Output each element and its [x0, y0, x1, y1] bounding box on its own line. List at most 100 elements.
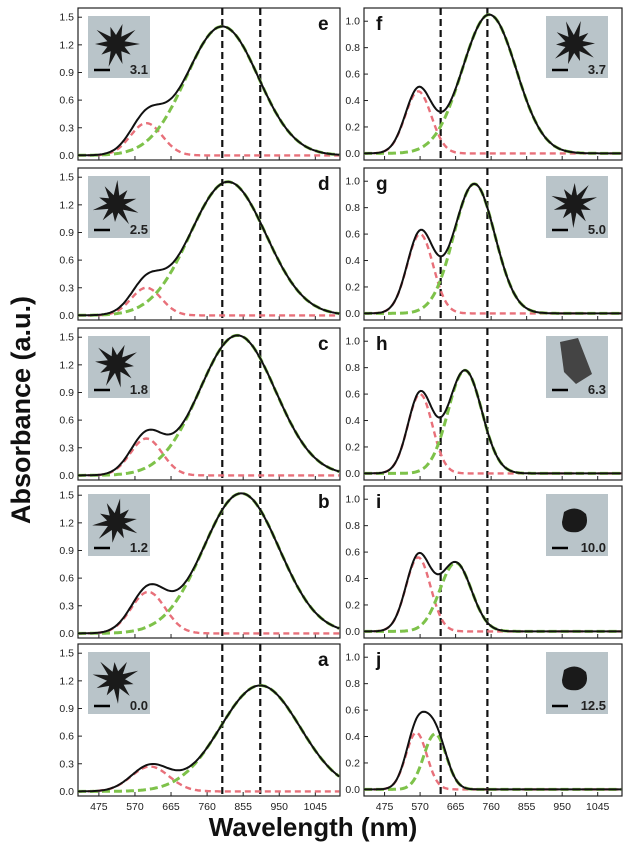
y-tick-label: 0.8 [345, 202, 360, 214]
y-tick-label: 0.2 [345, 281, 360, 293]
y-tick-label: 0.3 [59, 442, 74, 454]
particle-shape [560, 338, 592, 384]
panel-letter: c [318, 334, 329, 355]
panel-h: 0.0 0.2 0.4 0.6 0.8 1.0 h 6.3 [345, 327, 623, 481]
x-tick-label: 855 [234, 801, 252, 813]
panel-j: 0.0 0.2 0.4 0.6 0.8 1.0 475 570 665 760 855 950 1045… [345, 643, 623, 813]
y-tick-label: 1.0 [345, 494, 360, 506]
y-tick-label: 0.0 [59, 470, 74, 482]
panel-i: 0.0 0.2 0.4 0.6 0.8 1.0 i 10.0 [345, 485, 623, 639]
inset-number-label: 2.5 [130, 222, 148, 237]
y-tick-label: 0.4 [345, 415, 360, 427]
particle-shape [95, 24, 140, 67]
inset-number-label: 3.7 [588, 62, 606, 77]
panel-b: 0.0 0.3 0.6 0.9 1.2 1.5 b 1.2 [59, 485, 341, 640]
x-tick-label: 570 [126, 801, 144, 813]
plot-frame [363, 327, 623, 481]
panel-letter: f [376, 14, 383, 35]
panel-letter: e [318, 14, 329, 35]
panel-letter: h [376, 334, 388, 355]
x-tick-label: 475 [90, 801, 108, 813]
y-tick-label: 0.2 [345, 441, 360, 453]
plot-frame [363, 643, 623, 797]
y-tick-label: 0.0 [345, 468, 360, 480]
total-spectrum-line [364, 710, 622, 791]
particle-shape [92, 498, 138, 543]
y-tick-label: 0.0 [59, 150, 74, 162]
peak1-fit-line [78, 286, 340, 317]
y-tick-label: 0.8 [345, 362, 360, 374]
y-tick-label: 0.4 [345, 731, 360, 743]
inset-number-label: 6.3 [588, 382, 606, 397]
peak1-fit-line [364, 90, 622, 155]
peak1-fit-line [364, 233, 622, 315]
panel-c: 0.0 0.3 0.6 0.9 1.2 1.5 c 1.8 [59, 327, 341, 482]
plot-frame [77, 485, 341, 639]
total-spectrum-line [78, 180, 340, 317]
y-tick-label: 0.3 [59, 758, 74, 770]
y-tick-label: 0.9 [59, 545, 74, 557]
peak1-fit-line [364, 731, 622, 791]
panel-letter: b [318, 492, 330, 513]
panel-f: 0.0 0.2 0.4 0.6 0.8 1.0 f 3.7 [345, 7, 623, 161]
y-tick-label: 1.5 [59, 490, 74, 502]
y-tick-label: 0.3 [59, 122, 74, 134]
x-tick-label: 665 [162, 801, 180, 813]
panel-e: 0.0 0.3 0.6 0.9 1.2 1.5 e 3.1 [59, 7, 341, 162]
x-tick-label: 855 [518, 801, 536, 813]
y-tick-label: 0.3 [59, 600, 74, 612]
x-tick-label: 950 [270, 801, 288, 813]
panel-letter: a [318, 650, 329, 671]
y-tick-label: 1.5 [59, 648, 74, 660]
x-tick-label: 950 [553, 801, 571, 813]
total-spectrum-line [364, 369, 622, 475]
y-tick-label: 1.5 [59, 172, 74, 184]
y-tick-label: 0.9 [59, 227, 74, 239]
peak1-fit-line [364, 393, 622, 475]
total-spectrum-line [364, 182, 622, 315]
total-spectrum-line [78, 492, 340, 635]
y-tick-label: 1.2 [59, 517, 74, 529]
y-tick-label: 0.6 [345, 547, 360, 559]
panel-letter: d [318, 174, 330, 195]
y-tick-label: 0.6 [345, 229, 360, 241]
y-tick-label: 1.2 [59, 199, 74, 211]
x-tick-label: 760 [198, 801, 216, 813]
x-tick-label: 760 [482, 801, 500, 813]
peak1-fit-line [78, 437, 340, 477]
plot-frame [77, 7, 341, 161]
y-tick-label: 0.3 [59, 282, 74, 294]
particle-shape [562, 508, 587, 533]
plot-frame [363, 485, 623, 639]
plot-frame [77, 643, 341, 797]
x-tick-label: 570 [411, 801, 429, 813]
peak1-fit-line [78, 590, 340, 635]
y-tick-label: 0.0 [345, 308, 360, 320]
inset-number-label: 5.0 [588, 222, 606, 237]
y-tick-label: 1.0 [345, 652, 360, 664]
inset-number-label: 0.0 [130, 698, 148, 713]
total-spectrum-line [364, 13, 622, 155]
total-spectrum-line [78, 334, 340, 477]
y-tick-label: 0.4 [345, 95, 360, 107]
y-tick-label: 0.9 [59, 67, 74, 79]
x-tick-label: 1045 [586, 801, 610, 813]
plot-frame [77, 167, 341, 321]
y-tick-label: 0.6 [59, 415, 74, 427]
panel-letter: i [376, 492, 381, 513]
y-tick-label: 0.0 [59, 628, 74, 640]
panel-g: 0.0 0.2 0.4 0.6 0.8 1.0 g 5.0 [345, 167, 623, 321]
y-tick-label: 0.6 [59, 95, 74, 107]
y-tick-label: 0.0 [345, 784, 360, 796]
x-tick-label: 475 [376, 801, 394, 813]
total-spectrum-line [364, 551, 622, 633]
x-tick-label: 1045 [304, 801, 328, 813]
y-tick-label: 1.2 [59, 675, 74, 687]
panel-letter: g [376, 174, 388, 195]
x-tick-label: 665 [447, 801, 465, 813]
peak1-fit-line [78, 765, 340, 793]
y-tick-label: 1.0 [345, 176, 360, 188]
particle-shape [551, 183, 597, 228]
particle-shape [562, 666, 587, 691]
